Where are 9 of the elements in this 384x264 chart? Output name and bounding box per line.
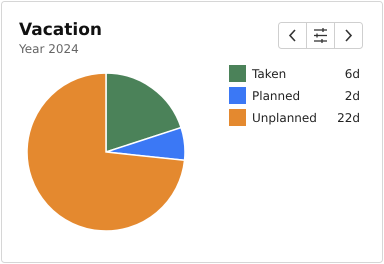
- data-label: 6d: [344, 67, 360, 81]
- chart-subtitle: Year 2024: [18, 42, 79, 56]
- legend-label: Taken: [251, 67, 286, 81]
- pie-slice: [26, 72, 186, 232]
- chart-title: Vacation: [19, 20, 102, 40]
- legend-label: Unplanned: [252, 111, 317, 125]
- legend-label: Planned: [252, 89, 300, 103]
- data-label: 22d: [337, 111, 360, 125]
- data-label: 2d: [344, 89, 360, 103]
